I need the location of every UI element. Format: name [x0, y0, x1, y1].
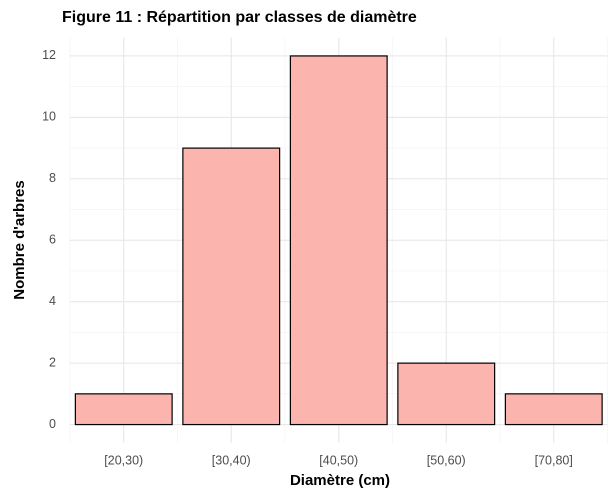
y-tick-label: 6	[49, 233, 56, 247]
bar	[504, 393, 603, 426]
y-tick-label: 0	[49, 417, 56, 431]
y-tick-label: 2	[49, 355, 56, 369]
y-tick-label: 4	[49, 294, 56, 308]
bar	[74, 393, 173, 426]
x-tick-label: [30,40)	[212, 453, 251, 467]
x-tick-label: [40,50)	[319, 453, 358, 467]
bar	[182, 147, 281, 426]
x-axis-title: Diamètre (cm)	[290, 472, 390, 489]
y-tick-label: 12	[42, 48, 56, 62]
bar	[289, 55, 388, 426]
bar	[397, 362, 496, 426]
y-axis-title: Nombre d'arbres	[11, 180, 28, 299]
x-tick-label: [20,30)	[104, 453, 143, 467]
x-tick-label: [70,80]	[535, 453, 573, 467]
x-tick-label: [50,60)	[427, 453, 466, 467]
y-tick-label: 8	[49, 171, 56, 185]
y-tick-label: 10	[42, 110, 56, 124]
chart-title: Figure 11 : Répartition par classes de d…	[62, 9, 417, 26]
